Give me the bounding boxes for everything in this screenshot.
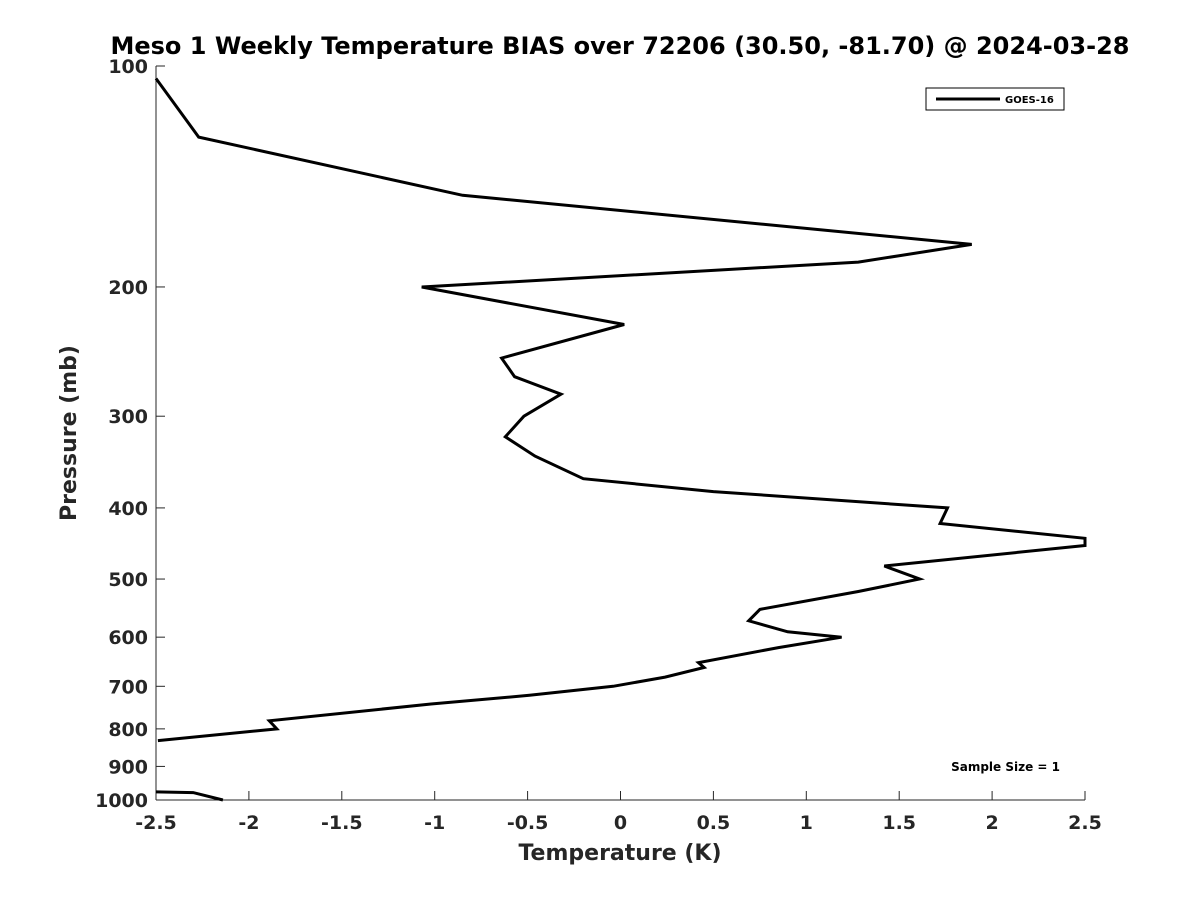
x-tick-label: -1 — [424, 812, 445, 834]
x-tick-label: 1 — [800, 812, 813, 834]
axes — [155, 66, 1085, 801]
series-line-goes-16 — [154, 77, 1087, 743]
y-tick-label: 400 — [108, 498, 148, 520]
y-ticks: 100 200 300 400 500 600 700 800 900 1000 — [95, 56, 165, 812]
x-tick-label: 2.5 — [1068, 812, 1102, 834]
x-tick-label: -1.5 — [321, 812, 363, 834]
legend-label-goes-16: GOES-16 — [1005, 95, 1054, 106]
series-line-goes-16 — [155, 790, 224, 802]
plot-series — [154, 77, 1087, 802]
x-tick-label: 2 — [985, 812, 998, 834]
y-tick-label: 200 — [108, 277, 148, 299]
sample-size-annotation: Sample Size = 1 — [951, 760, 1060, 774]
x-ticks: -2.5 -2 -1.5 -1 -0.5 0 0.5 1 1.5 2 2.5 — [135, 791, 1102, 834]
y-tick-label: 700 — [108, 676, 148, 698]
x-tick-label: 1.5 — [882, 812, 916, 834]
x-axis-label: Temperature (K) — [518, 841, 721, 866]
x-tick-label: 0.5 — [697, 812, 731, 834]
y-tick-label: 800 — [108, 719, 148, 741]
y-tick-label: 300 — [108, 406, 148, 428]
y-axis-label: Pressure (mb) — [57, 345, 82, 521]
x-tick-label: -2 — [238, 812, 259, 834]
y-tick-label: 600 — [108, 627, 148, 649]
legend: GOES-16 — [925, 87, 1065, 111]
x-tick-label: 0 — [614, 812, 627, 834]
y-tick-label: 900 — [108, 756, 148, 778]
x-tick-label: -2.5 — [135, 812, 177, 834]
y-tick-label: 500 — [108, 569, 148, 591]
y-tick-label: 100 — [108, 56, 148, 78]
x-tick-label: -0.5 — [507, 812, 549, 834]
y-tick-label: 1000 — [95, 790, 148, 812]
chart-title: Meso 1 Weekly Temperature BIAS over 7220… — [110, 32, 1129, 60]
